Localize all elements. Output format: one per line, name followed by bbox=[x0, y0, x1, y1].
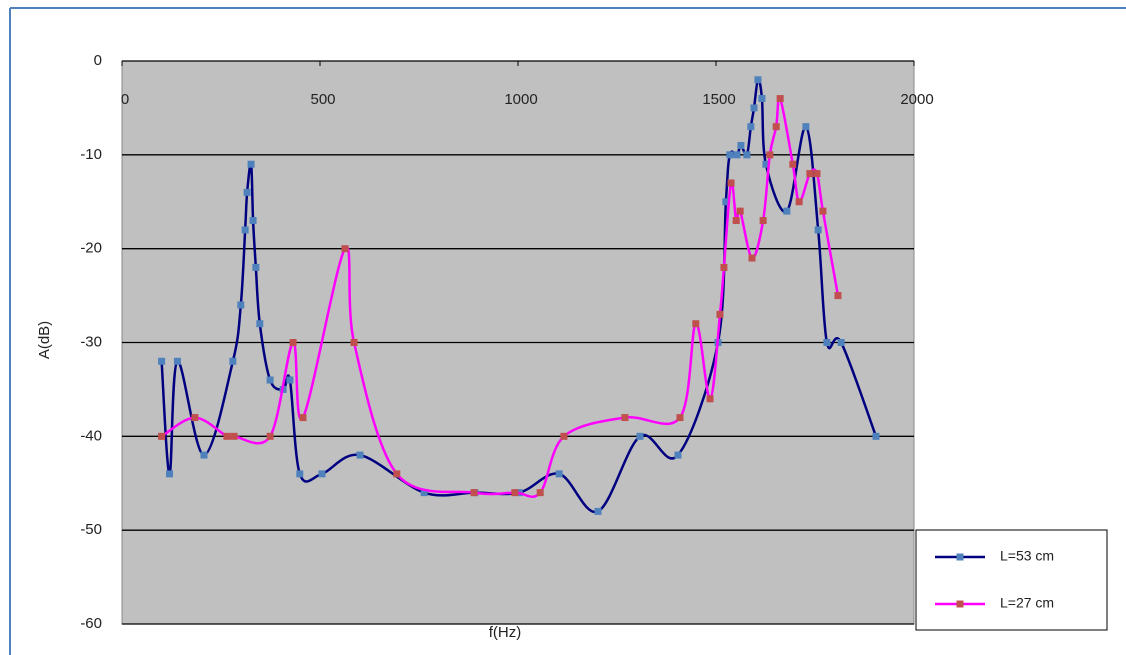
data-point bbox=[200, 451, 208, 459]
data-point bbox=[802, 123, 810, 131]
data-point bbox=[356, 451, 364, 459]
data-point bbox=[795, 198, 803, 206]
data-point bbox=[772, 123, 780, 131]
data-point bbox=[594, 507, 602, 515]
y-tick-label: -40 bbox=[80, 427, 102, 444]
data-point bbox=[289, 339, 297, 346]
data-point bbox=[736, 207, 744, 215]
data-point bbox=[747, 123, 755, 131]
data-point bbox=[814, 226, 822, 234]
data-point bbox=[636, 432, 644, 440]
data-point bbox=[243, 188, 251, 196]
data-point bbox=[762, 160, 770, 168]
data-point bbox=[223, 432, 231, 440]
legend-label: L=53 cm bbox=[1000, 548, 1054, 564]
data-point bbox=[750, 104, 758, 112]
y-tick-label: -60 bbox=[80, 615, 102, 632]
legend-box bbox=[915, 529, 1108, 631]
y-tick-label: -30 bbox=[80, 333, 102, 350]
data-point bbox=[350, 339, 358, 346]
data-point bbox=[834, 292, 842, 300]
data-point bbox=[720, 263, 728, 271]
x-tick-label: 500 bbox=[310, 91, 335, 108]
data-point bbox=[166, 470, 174, 478]
data-point bbox=[252, 263, 260, 271]
data-point bbox=[758, 95, 766, 103]
y-tick-label: -50 bbox=[80, 521, 102, 538]
data-point bbox=[806, 170, 814, 178]
x-tick-label: 1000 bbox=[504, 91, 537, 108]
y-tick-label: -10 bbox=[80, 146, 102, 163]
y-axis-title: A(dB) bbox=[36, 321, 53, 359]
data-point bbox=[511, 489, 519, 497]
data-point bbox=[716, 310, 724, 318]
data-point bbox=[341, 245, 349, 253]
data-point bbox=[674, 451, 682, 459]
x-tick-label: 2000 bbox=[900, 91, 933, 108]
data-point bbox=[158, 432, 166, 440]
data-point bbox=[737, 141, 745, 149]
data-point bbox=[759, 217, 767, 225]
y-tick-label: 0 bbox=[94, 52, 102, 69]
data-point bbox=[230, 432, 238, 440]
data-point bbox=[158, 357, 166, 365]
data-point bbox=[676, 414, 684, 422]
data-point bbox=[237, 301, 245, 309]
data-point bbox=[823, 339, 831, 346]
data-point bbox=[256, 320, 264, 328]
data-point bbox=[266, 432, 274, 440]
data-point bbox=[754, 76, 762, 84]
data-point bbox=[789, 160, 797, 168]
data-point bbox=[692, 320, 700, 328]
legend-marker bbox=[956, 553, 964, 561]
data-point bbox=[726, 151, 734, 159]
data-point bbox=[555, 470, 563, 478]
data-point bbox=[296, 470, 304, 478]
data-point bbox=[229, 357, 237, 365]
data-point bbox=[783, 207, 791, 215]
data-point bbox=[727, 179, 735, 187]
data-point bbox=[733, 151, 741, 159]
x-axis-title: f(Hz) bbox=[489, 624, 522, 641]
data-point bbox=[286, 376, 294, 384]
data-point bbox=[241, 226, 249, 234]
data-point bbox=[837, 339, 845, 346]
data-point bbox=[766, 151, 774, 159]
data-point bbox=[249, 217, 257, 225]
data-point bbox=[299, 414, 307, 422]
y-tick-label: -20 bbox=[80, 240, 102, 257]
x-tick-label: 0 bbox=[121, 91, 129, 108]
data-point bbox=[706, 395, 714, 403]
data-point bbox=[722, 198, 730, 206]
data-point bbox=[743, 151, 751, 159]
data-point bbox=[191, 414, 199, 422]
data-point bbox=[470, 489, 478, 497]
x-tick-label: 1500 bbox=[702, 91, 735, 108]
data-point bbox=[776, 95, 784, 103]
legend-label: L=27 cm bbox=[1000, 595, 1054, 611]
data-point bbox=[872, 432, 880, 440]
data-point bbox=[621, 414, 629, 422]
data-point bbox=[266, 376, 274, 384]
data-point bbox=[420, 489, 428, 497]
data-point bbox=[748, 254, 756, 262]
data-point bbox=[732, 217, 740, 225]
data-point bbox=[560, 432, 568, 440]
legend-marker bbox=[956, 600, 964, 608]
legend: L=53 cm L=27 cm bbox=[915, 529, 1108, 631]
data-point bbox=[393, 470, 401, 478]
data-point bbox=[813, 170, 821, 178]
data-point bbox=[819, 207, 827, 215]
data-point bbox=[318, 470, 326, 478]
data-point bbox=[173, 357, 181, 365]
data-point bbox=[536, 489, 544, 497]
data-point bbox=[247, 160, 255, 168]
